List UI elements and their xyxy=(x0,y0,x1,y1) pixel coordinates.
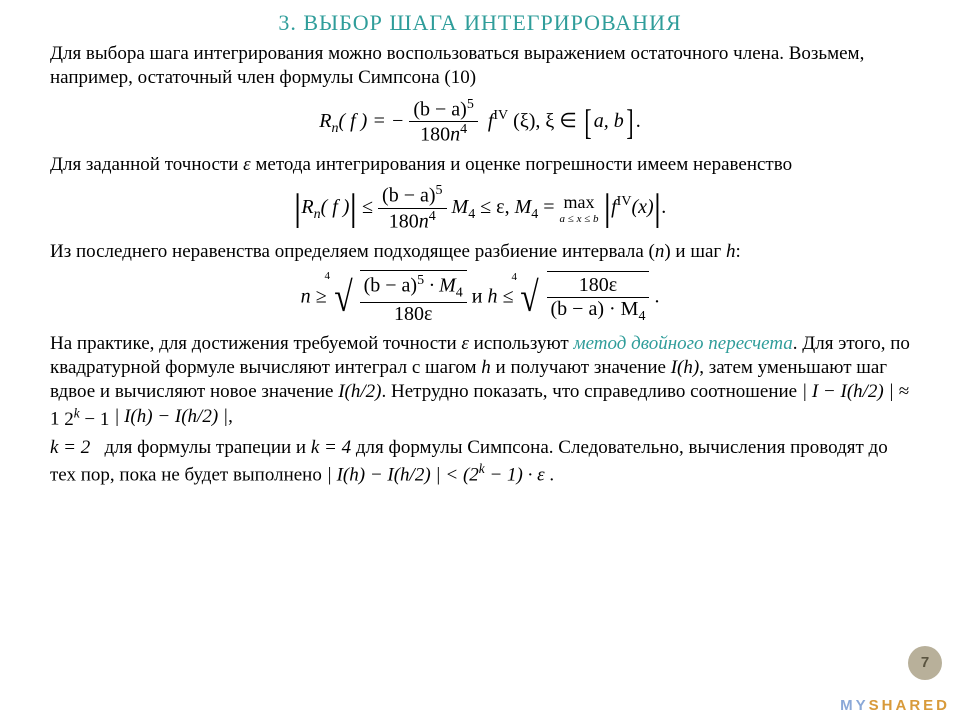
f4-den-m1: − 1 xyxy=(80,409,110,430)
para2b: метода интегрирования и оценке погрешнос… xyxy=(251,154,792,175)
f2-eq: = xyxy=(543,196,559,218)
para4f: . Нетрудно показать, что справедливо соо… xyxy=(382,381,802,402)
f2-M4def-sub: 4 xyxy=(531,207,538,222)
watermark: MYSHARED xyxy=(840,697,950,714)
para3b: ) и шаг xyxy=(664,241,726,262)
f3-n: n ≥ xyxy=(301,285,332,307)
f4-comma: , xyxy=(228,407,233,428)
f2-le: ≤ xyxy=(362,196,378,218)
f3-den1: 180ε xyxy=(360,303,467,326)
fourth-root-1: 4√ (b − a)5 · M4 180ε xyxy=(332,270,467,326)
para4d: и получают значение xyxy=(491,357,671,378)
watermark-part2: SHARED xyxy=(869,697,950,714)
sym-h-2: h xyxy=(481,357,491,378)
f1-R: R xyxy=(319,109,331,131)
f1-fraction: (b − a)5 180n4 xyxy=(409,97,477,147)
f2-M4def: M xyxy=(515,196,532,218)
max-operator: max a ≤ x ≤ b xyxy=(560,192,599,225)
f1-den-exp: 4 xyxy=(460,122,467,137)
double-recount-method: метод двойного пересчета xyxy=(573,333,792,354)
formula-n-and-h: n ≥ 4√ (b − a)5 · M4 180ε и h ≤ 4√ 180ε … xyxy=(50,270,910,326)
k-4: k = 4 xyxy=(311,437,351,458)
f1-xi: (ξ), ξ ∈ xyxy=(513,109,577,131)
k-2: k = 2 xyxy=(50,437,90,458)
para4a: На практике, для достижения требуемой то… xyxy=(50,333,461,354)
f2-fIV-exp: IV xyxy=(617,194,632,209)
close-bracket-icon: ] xyxy=(626,101,633,143)
f4-den2: 2 xyxy=(64,409,74,430)
f2-max: max xyxy=(560,192,599,213)
f2-den-n: n xyxy=(419,211,429,233)
f3-h: h ≤ xyxy=(487,285,518,307)
f1-den-n: n xyxy=(450,124,460,146)
f3-den2a-sub: 4 xyxy=(638,309,645,324)
fourth-root-2: 4√ 180ε (b − a) · M4 xyxy=(518,271,649,325)
title-text: 3. ВЫБОР ШАГА ИНТЕГРИРОВАНИЯ xyxy=(278,10,681,35)
f1-interval: a, b xyxy=(594,109,624,131)
f4-rhs: | I(h) − I(h/2) | xyxy=(114,407,228,428)
f2-n: n xyxy=(314,207,321,222)
f5-expr: | I(h) − I(h/2) | < (2 xyxy=(327,465,479,486)
section-title: 3. ВЫБОР ШАГА ИНТЕГРИРОВАНИЯ xyxy=(50,10,910,36)
f2-num: (b − a) xyxy=(382,185,435,207)
f3-num1-M-sub: 4 xyxy=(456,286,463,301)
f3-dot: . xyxy=(654,285,659,307)
f4-fraction: 1 2k − 1 xyxy=(50,409,114,430)
f3-den2a: (b − a) · M xyxy=(551,298,639,320)
eps-1: ε xyxy=(243,154,251,175)
document-page: 3. ВЫБОР ШАГА ИНТЕГРИРОВАНИЯ Для выбора … xyxy=(0,0,960,502)
f2-f: ( f ) xyxy=(321,196,350,218)
f5-m1: − 1) · ε xyxy=(485,465,545,486)
f1-den180: 180 xyxy=(420,124,450,146)
I-h: I(h) xyxy=(671,357,699,378)
f1-num-exp: 5 xyxy=(467,97,474,112)
formula-error-bound: |Rn( f )| ≤ (b − a)5 180n4 M4 ≤ ε, M4 = … xyxy=(50,183,910,233)
f1-num: (b − a) xyxy=(413,98,466,120)
para1-text: Для выбора шага интегрирования можно вос… xyxy=(50,43,864,88)
para5a: для формулы трапеции и xyxy=(100,437,311,458)
paragraph-3: Из последнего неравенства определяем под… xyxy=(50,240,910,264)
f5-dot: . xyxy=(545,465,555,486)
f2-le-eps: ≤ ε, xyxy=(480,196,514,218)
f4-lhs: | I − I(h/2) | ≈ xyxy=(802,381,909,402)
f2-num-exp: 5 xyxy=(436,183,443,198)
f2-den180: 180 xyxy=(389,211,419,233)
f2-M4-sub: 4 xyxy=(468,207,475,222)
f1-fIV-exp: IV xyxy=(493,108,508,123)
para3a: Из последнего неравенства определяем под… xyxy=(50,241,655,262)
f2-fraction: (b − a)5 180n4 xyxy=(378,183,446,233)
f2-M4: M xyxy=(452,196,469,218)
paragraph-1: Для выбора шага интегрирования можно вос… xyxy=(50,42,910,91)
I-h2: I(h/2) xyxy=(338,381,381,402)
f4-num: 1 xyxy=(50,409,60,430)
f3-and: и xyxy=(472,285,488,307)
paragraph-2: Для заданной точности ε метода интегриро… xyxy=(50,153,910,177)
f2-maxsub: a ≤ x ≤ b xyxy=(560,213,599,225)
eps-2: ε xyxy=(461,333,469,354)
para2a: Для заданной точности xyxy=(50,154,243,175)
sym-n: n xyxy=(655,241,665,262)
f3-num1-M: · M xyxy=(424,275,456,297)
f3-num1: (b − a) xyxy=(364,275,417,297)
f2-R: R xyxy=(301,196,313,218)
paragraph-4: На практике, для достижения требуемой то… xyxy=(50,332,910,433)
f2-dot: . xyxy=(661,196,666,218)
f3-num2: 180ε xyxy=(547,274,650,298)
f1-dot: . xyxy=(636,109,641,131)
page-number-badge: 7 xyxy=(908,646,942,680)
para4b: используют xyxy=(469,333,574,354)
watermark-part1: MY xyxy=(840,697,869,714)
f1-farg: ( f ) = − xyxy=(338,109,404,131)
open-bracket-icon: [ xyxy=(584,101,591,143)
paragraph-5: k = 2 для формулы трапеции и k = 4 для ф… xyxy=(50,436,910,488)
f2-x: (x) xyxy=(631,196,653,218)
page-number: 7 xyxy=(921,654,929,671)
formula-simpson-remainder: Rn( f ) = − (b − a)5 180n4 fIV (ξ), ξ ∈ … xyxy=(50,97,910,147)
para3c: : xyxy=(735,241,740,262)
f2-den-exp: 4 xyxy=(429,209,436,224)
